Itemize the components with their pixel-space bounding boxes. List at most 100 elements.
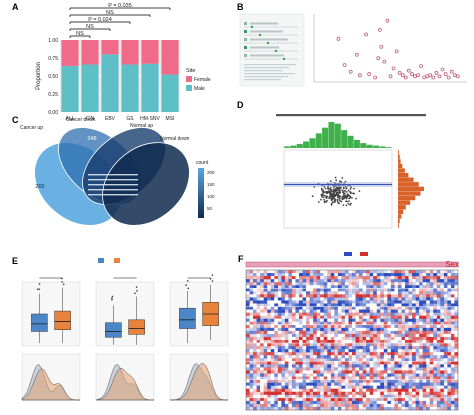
heatmap-cell — [359, 288, 363, 292]
box-outlier — [36, 288, 39, 290]
heatmap-cell — [366, 297, 370, 301]
heatmap-cell — [387, 318, 392, 322]
heatmap-cell — [288, 327, 293, 332]
x-tick-label: HM-SNV — [140, 116, 160, 122]
heatmap-cell — [274, 388, 278, 392]
venn-overlap-values — [88, 174, 138, 176]
heatmap-cell — [408, 361, 413, 365]
heatmap-cell — [366, 273, 370, 277]
heatmap-cell — [454, 291, 459, 295]
scatter-point — [391, 66, 396, 71]
heatmap-cell — [277, 330, 282, 335]
box-male — [128, 319, 145, 335]
heatmap-cell — [295, 400, 300, 405]
heatmap-cell — [337, 364, 342, 368]
heatmap-cell — [352, 379, 356, 383]
heatmap-cell — [433, 382, 437, 386]
heatmap-cell — [263, 312, 268, 316]
heatmap-cell — [436, 315, 441, 319]
heatmap-cell — [373, 382, 377, 386]
heatmap-cell — [412, 276, 416, 280]
heatmap-cell — [274, 282, 278, 286]
heatmap-cell — [419, 318, 423, 322]
heatmap-cell — [337, 324, 342, 329]
heatmap-cell — [281, 400, 286, 405]
heatmap-cell — [330, 406, 335, 411]
heatmap-cell — [401, 312, 406, 316]
heatmap-cell — [263, 394, 268, 399]
scatter-point — [331, 194, 334, 197]
heatmap-cell — [429, 312, 434, 316]
heatmap-cell — [284, 391, 289, 395]
heatmap-cell — [316, 379, 321, 383]
heatmap-cell — [443, 373, 448, 377]
heatmap-cell — [450, 361, 455, 365]
heatmap-cell — [426, 385, 430, 389]
heatmap-cell — [313, 406, 317, 411]
heatmap-cell — [426, 349, 430, 353]
heatmap-cell — [277, 346, 282, 350]
heatmap-cell — [330, 324, 335, 329]
heatmap-cell — [260, 364, 264, 368]
heatmap-cell — [376, 364, 381, 368]
heatmap-cell — [281, 355, 286, 359]
heatmap-cell — [408, 406, 413, 411]
heatmap-cell — [295, 361, 300, 365]
box-outlier — [38, 288, 41, 291]
heatmap-cell — [387, 294, 392, 298]
heatmap-cell — [443, 291, 448, 295]
heatmap-cell — [433, 270, 437, 274]
heatmap-cell — [429, 330, 434, 335]
heatmap-cell — [443, 288, 448, 292]
heatmap-cell — [309, 291, 314, 295]
heatmap-cell — [348, 300, 353, 304]
heatmap-cell — [380, 315, 384, 319]
heatmap-cell — [376, 385, 381, 389]
heatmap-cell — [309, 355, 314, 359]
heatmap-cell — [337, 400, 342, 405]
heatmap-cell — [394, 355, 399, 359]
heatmap-cell — [387, 300, 392, 304]
heatmap-cell — [412, 282, 416, 286]
heatmap-cell — [316, 340, 321, 344]
box-outlier — [209, 277, 212, 280]
heatmap-cell — [309, 327, 314, 332]
heatmap-cell — [394, 273, 399, 277]
heatmap-cell — [405, 355, 409, 359]
heatmap-cell — [429, 282, 434, 286]
heatmap-cell — [299, 400, 303, 405]
heatmap-cell — [369, 394, 374, 399]
heatmap-cell — [246, 352, 250, 356]
heatmap-cell — [260, 318, 264, 322]
heatmap-cell — [412, 321, 416, 325]
heatmap-cell — [281, 403, 286, 408]
heatmap-cell — [306, 364, 310, 368]
heatmap-cell — [288, 373, 293, 377]
heatmap-cell — [376, 276, 381, 280]
heatmap-cell — [383, 358, 388, 362]
heatmap-cell — [263, 373, 268, 377]
heatmap-cell — [327, 394, 331, 399]
heatmap-cell — [341, 306, 346, 310]
heatmap-cell — [440, 297, 445, 301]
heatmap-cell — [249, 324, 254, 329]
heatmap-cell — [284, 300, 289, 304]
heatmap-cell — [274, 288, 278, 292]
heatmap-cell — [337, 355, 342, 359]
heatmap-cell — [383, 288, 388, 292]
heatmap-cell — [277, 279, 282, 283]
heatmap-cell — [412, 361, 416, 365]
heatmap-cell — [246, 367, 250, 371]
heatmap-cell — [341, 361, 346, 365]
heatmap-cell — [447, 376, 452, 380]
heatmap-cell — [295, 406, 300, 411]
heatmap-cell — [369, 336, 374, 341]
heatmap-cell — [313, 361, 317, 365]
heatmap-cell — [387, 285, 392, 289]
heatmap-cell — [348, 321, 353, 325]
heatmap-cell — [253, 282, 257, 286]
heatmap-cell — [302, 309, 307, 313]
heatmap-cell — [366, 309, 370, 313]
heatmap-cell — [426, 270, 430, 274]
scatter-point — [333, 186, 335, 189]
